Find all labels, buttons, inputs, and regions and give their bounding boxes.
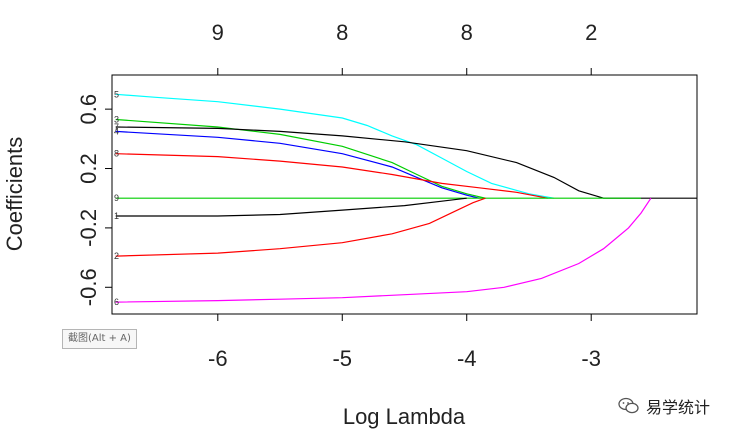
y-axis: -0.6 -0.2 0.2 0.6 [76,94,113,306]
y-tick-label: 0.6 [76,94,101,125]
top-tick-label: 8 [336,20,348,45]
series-label-9: 9 [114,193,119,203]
x-axis-title: Log Lambda [343,404,466,429]
y-tick-label: -0.6 [76,268,101,306]
series-line-4 [115,130,480,199]
series-line-7 [115,126,697,199]
y-axis-title: Coefficients [2,137,27,252]
line-label-layer: 5 347 8 9 1 2 6 [114,89,119,307]
series-layer [115,93,697,303]
x-tick-label: -5 [332,346,352,371]
series-line-3 [115,118,486,199]
series-label-8: 8 [114,149,119,159]
top-tick-label: 2 [585,20,597,45]
x-tick-label: -3 [581,346,601,371]
series-line-5 [115,93,555,199]
series-line-2 [115,197,486,257]
screenshot-tooltip: 截图(Alt + A) [62,329,137,349]
series-label-1: 1 [114,211,119,221]
series-line-6 [115,197,652,303]
series-label-5: 5 [114,89,119,99]
watermark: 易学统计 [618,394,710,418]
series-label-4: 4 [114,126,119,136]
series-label-7: 7 [114,122,119,132]
x-tick-label: -6 [208,346,228,371]
top-tick-label: 8 [461,20,473,45]
y-tick-label: -0.2 [76,209,101,247]
series-line-8 [115,153,548,199]
y-tick-label: 0.2 [76,153,101,184]
top-tick-label: 9 [212,20,224,45]
plot-area-frame [111,74,698,315]
series-label-2: 2 [114,251,119,261]
watermark-text: 易学统计 [646,398,711,417]
wechat-icon [618,397,639,414]
series-line-1 [115,197,467,217]
series-label-6: 6 [114,297,119,307]
series-label-3: 3 [114,115,119,125]
x-tick-label: -4 [457,346,477,371]
top-axis-df: 9 8 8 2 [212,20,597,76]
x-axis: -6 -5 -4 -3 [208,313,601,371]
